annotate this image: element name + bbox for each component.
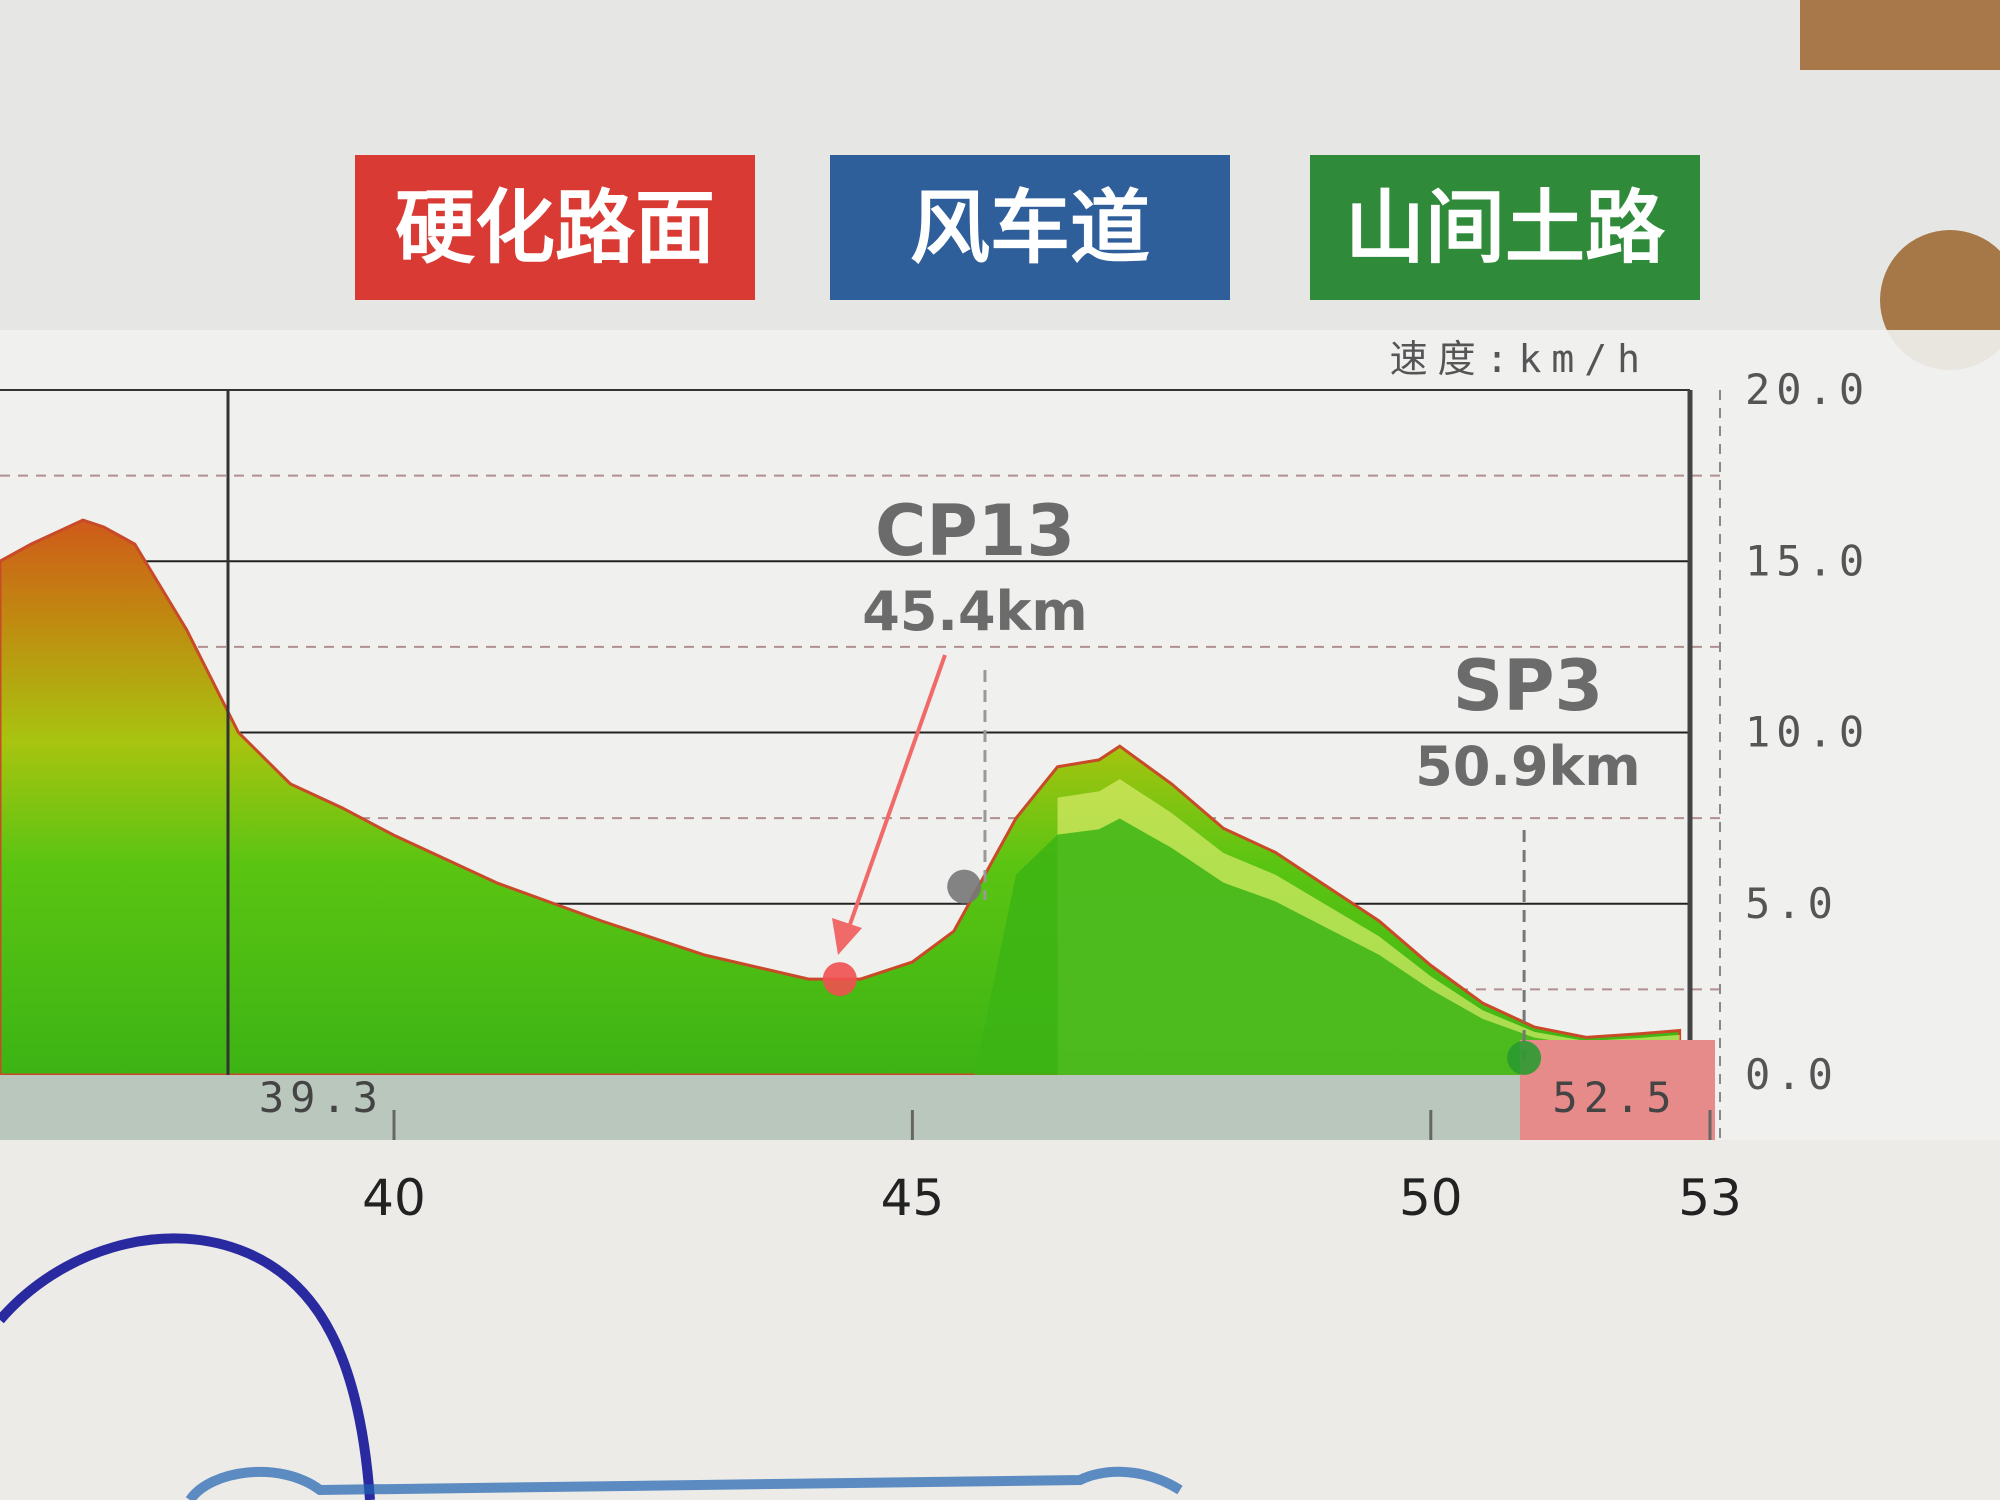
x-top-tick-label-2: 52.5: [1552, 1073, 1677, 1122]
x-axis-bottom-ticks: 40 45 50 53: [362, 1110, 1742, 1227]
x-top-tick-label-1: 39.3: [259, 1073, 384, 1122]
x-axis-top-ticks: 39.3 52.5: [259, 1073, 1677, 1122]
annotation-distance-1: 45.4km: [862, 580, 1087, 643]
annotation-name-2: SP3: [1453, 645, 1603, 727]
annotation-name-1: CP13: [875, 490, 1075, 572]
pen-mark-left: [0, 1233, 375, 1500]
y-tick-label-2: 15.0: [1745, 536, 1870, 585]
y-axis-ticks: 20.0 15.0 10.0 5.0 0.0: [1745, 365, 1870, 1099]
x-axis-track: [0, 1075, 1520, 1140]
marker-dot-2: [947, 869, 982, 904]
annotation-distance-2: 50.9km: [1415, 735, 1640, 798]
y-tick-label-5: 0.0: [1745, 1050, 1839, 1099]
x-tick-label-1: 40: [362, 1169, 426, 1227]
x-tick-label-3: 50: [1399, 1169, 1463, 1227]
y-tick-label-4: 5.0: [1745, 879, 1839, 928]
legend-swatch-2: [830, 155, 1230, 300]
legend-swatch-1: [355, 155, 755, 300]
pen-mark-bottom: [185, 1466, 1183, 1500]
markers: [822, 869, 1542, 1075]
paper-wood-corner: [1800, 0, 2000, 70]
legend-label-3: 山间土路: [1345, 182, 1666, 275]
speed-profile-inner-layer: [974, 818, 1680, 1075]
legend-label-1: 硬化路面: [395, 182, 715, 275]
marker-dot-3: [1507, 1040, 1542, 1075]
x-tick-label-2: 45: [881, 1169, 945, 1227]
legend-swatch-3: [1310, 155, 1700, 300]
legend: 硬化路面 风车道 山间土路: [355, 155, 1700, 300]
y-tick-label-1: 20.0: [1745, 365, 1870, 414]
x-tick-label-4: 53: [1678, 1169, 1742, 1227]
legend-label-2: 风车道: [910, 182, 1150, 275]
y-tick-label-3: 10.0: [1745, 708, 1870, 757]
y-axis-unit-label: 速度:km/h: [1390, 337, 1650, 381]
x-axis-track-end: [1520, 1040, 1715, 1140]
marker-dot-1: [822, 962, 857, 997]
cp13-arrow-line: [846, 654, 947, 931]
annotations: CP13 45.4km SP3 50.9km: [832, 490, 1641, 1060]
cp13-arrow-head: [832, 918, 862, 955]
